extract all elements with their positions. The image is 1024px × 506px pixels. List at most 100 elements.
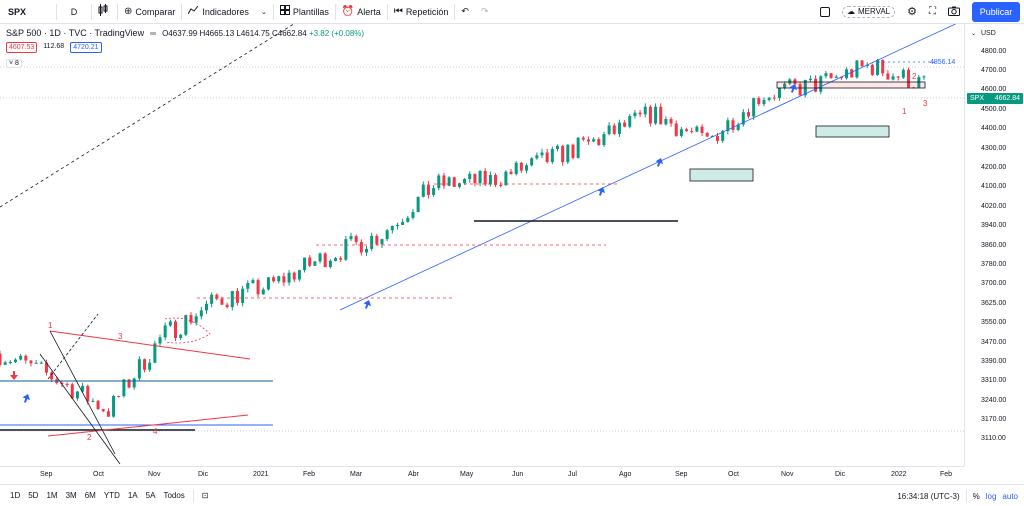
- candle: [344, 236, 348, 262]
- cloud-icon: ☁: [846, 7, 855, 16]
- time-scale[interactable]: Sep Oct Nov Dic 2021 Feb Mar Abr May Jun Jul Ago Sep…: [0, 466, 964, 484]
- candle: [39, 361, 43, 364]
- change-value: +3.82 (+0.08%): [308, 28, 365, 38]
- candle-body: [106, 411, 110, 417]
- interval-button[interactable]: D: [57, 0, 91, 24]
- candle: [731, 117, 735, 133]
- candle-body: [168, 321, 172, 326]
- arc-drawing[interactable]: [164, 317, 211, 344]
- channel-line[interactable]: [49, 330, 251, 360]
- wedge-line[interactable]: [49, 330, 116, 455]
- redo-button[interactable]: ↷: [475, 0, 495, 24]
- candle: [643, 103, 647, 118]
- candle-body: [432, 188, 436, 195]
- candle: [235, 287, 239, 306]
- candle-body: [375, 235, 379, 245]
- go-to-date-icon[interactable]: ⊡: [201, 491, 209, 500]
- sell-price-box[interactable]: 4607.53: [6, 42, 38, 53]
- chart-canvas[interactable]: 1 3 2 4 1 2 3 4856.14: [0, 24, 964, 466]
- undo-button[interactable]: ↶: [455, 0, 475, 24]
- range-button[interactable]: Todos: [163, 491, 185, 500]
- candle: [710, 135, 714, 137]
- gear-icon: ⚙: [907, 6, 917, 18]
- candle-body: [204, 303, 208, 311]
- price-tick-label: 3625.00: [981, 300, 1007, 307]
- candle: [654, 103, 658, 126]
- range-button[interactable]: 6M: [84, 491, 96, 500]
- up-arrow-icon: [655, 158, 664, 167]
- buy-price-box[interactable]: 4720.21: [70, 42, 102, 53]
- replay-button[interactable]: ⏮ Repetición: [388, 0, 455, 24]
- chart-pane[interactable]: 1 3 2 4 1 2 3 4856.14: [0, 24, 964, 466]
- candle-body: [550, 148, 554, 163]
- candle: [241, 285, 245, 307]
- candle-body: [421, 184, 425, 197]
- candle-body: [519, 162, 523, 171]
- compare-button[interactable]: ⊕ Comparar: [118, 0, 181, 24]
- support-zone[interactable]: [689, 168, 754, 182]
- candle: [829, 72, 833, 79]
- candle-body: [153, 343, 157, 363]
- settings-button[interactable]: ⚙: [901, 0, 923, 24]
- watchlist-selector[interactable]: ☁ MERVAL: [836, 0, 901, 24]
- channel-line[interactable]: [47, 414, 249, 437]
- candle-body: [592, 139, 596, 142]
- snapshot-button[interactable]: [942, 0, 966, 24]
- candle-body: [194, 316, 198, 323]
- candle-body: [137, 359, 141, 379]
- candle: [339, 256, 343, 263]
- wedge-line[interactable]: [39, 353, 121, 465]
- candle: [659, 103, 663, 125]
- clock-timezone[interactable]: 16:34:18 (UTC-3): [897, 491, 960, 501]
- price-tick-label: 4200.00: [981, 164, 1007, 171]
- candle: [860, 59, 864, 68]
- candle-body: [179, 334, 183, 338]
- candle-body: [555, 145, 559, 149]
- square-icon: [819, 6, 830, 17]
- range-button[interactable]: YTD: [103, 491, 120, 500]
- dashed-trendline[interactable]: [0, 24, 300, 208]
- log-toggle[interactable]: log: [985, 491, 997, 501]
- candlestick-series: [0, 59, 926, 418]
- range-button[interactable]: 1D: [10, 491, 21, 500]
- candle: [535, 152, 539, 160]
- candle-body: [215, 294, 219, 299]
- alert-button[interactable]: ⏰ Alerta: [336, 0, 387, 24]
- fullscreen-button[interactable]: ⛶: [923, 0, 942, 24]
- candle-body: [44, 362, 48, 373]
- price-scale[interactable]: USD ⌄ 4800.00 4700.00 4600.00 4500.00 4400.0…: [964, 24, 1024, 466]
- range-button[interactable]: 1A: [127, 491, 138, 500]
- candle-body: [514, 162, 518, 175]
- candle: [112, 394, 116, 418]
- auto-toggle[interactable]: auto: [1002, 491, 1018, 501]
- range-button[interactable]: 5D: [28, 491, 39, 500]
- candle-body: [220, 298, 224, 305]
- range-button[interactable]: 5A: [145, 491, 156, 500]
- candle-body: [457, 183, 461, 187]
- indicators-button[interactable]: Indicadores: [182, 0, 255, 24]
- layout-toggle[interactable]: [814, 0, 836, 24]
- resistance-zone[interactable]: [776, 81, 926, 89]
- candle: [148, 359, 152, 372]
- templates-button[interactable]: Plantillas: [274, 0, 335, 24]
- candle-body: [390, 226, 394, 231]
- range-button[interactable]: 3M: [65, 491, 77, 500]
- bar-style-button[interactable]: [92, 0, 117, 24]
- candle-body: [731, 120, 735, 130]
- candle-body: [60, 382, 64, 384]
- wave-label: 4: [153, 427, 158, 436]
- candle: [385, 228, 389, 242]
- candle-body: [685, 129, 689, 132]
- indicators-dropdown[interactable]: ⌄: [255, 0, 273, 24]
- support-zone[interactable]: [815, 125, 890, 138]
- publish-button[interactable]: Publicar: [972, 2, 1020, 22]
- wedge-line[interactable]: [47, 313, 99, 380]
- percent-toggle[interactable]: %: [972, 491, 980, 501]
- collapse-indicators-button[interactable]: ˅ 8: [6, 59, 22, 68]
- candle: [297, 269, 301, 282]
- trendline[interactable]: [339, 24, 964, 311]
- candle-body: [473, 173, 477, 184]
- symbol-search[interactable]: SPX: [0, 0, 56, 24]
- top-toolbar: SPX D ⊕ Comparar Indicadores ⌄ Plantillas…: [0, 0, 1024, 24]
- range-button[interactable]: 1M: [46, 491, 58, 500]
